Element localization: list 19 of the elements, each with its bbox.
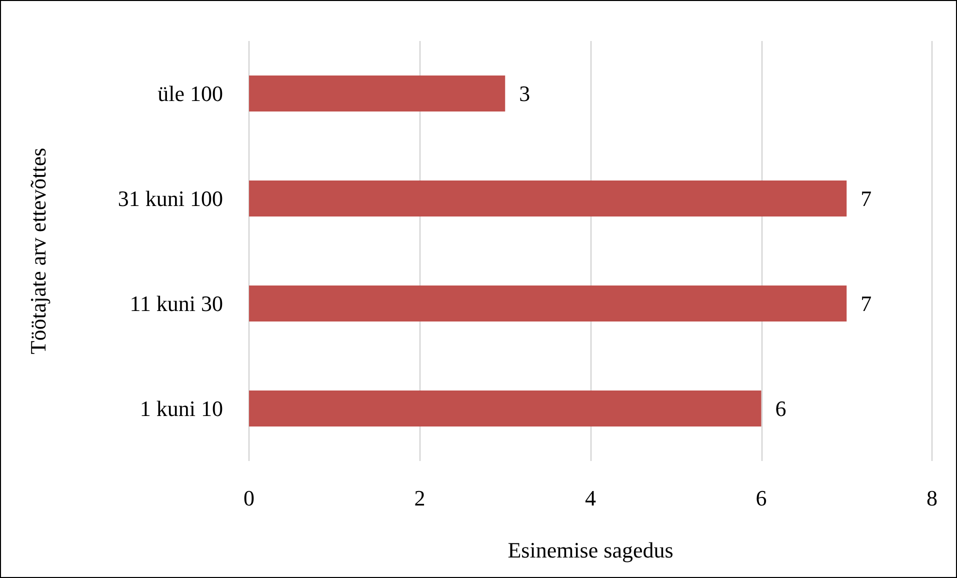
x-tick-label: 6: [756, 486, 767, 510]
y-tick-label: 11 kuni 30: [130, 291, 223, 316]
data-label: 6: [775, 396, 786, 421]
bar: [249, 76, 506, 112]
y-axis-title: Töötajate arv ettevõttes: [26, 148, 50, 354]
y-tick-label: 31 kuni 100: [118, 186, 223, 211]
x-axis-title: Esinemise sagedus: [508, 538, 674, 562]
x-tick-label: 2: [414, 486, 426, 510]
x-tick-label: 4: [585, 486, 596, 510]
x-tick-label: 0: [244, 486, 254, 510]
y-tick-label: 1 kuni 10: [140, 396, 223, 421]
bar: [249, 180, 847, 216]
data-label: 7: [860, 291, 872, 316]
data-label: 3: [519, 81, 530, 106]
bar: [249, 286, 847, 322]
data-label: 7: [860, 186, 872, 211]
y-tick-label: üle 100: [158, 81, 223, 106]
x-tick-label: 8: [926, 486, 938, 510]
bar: [249, 390, 762, 426]
